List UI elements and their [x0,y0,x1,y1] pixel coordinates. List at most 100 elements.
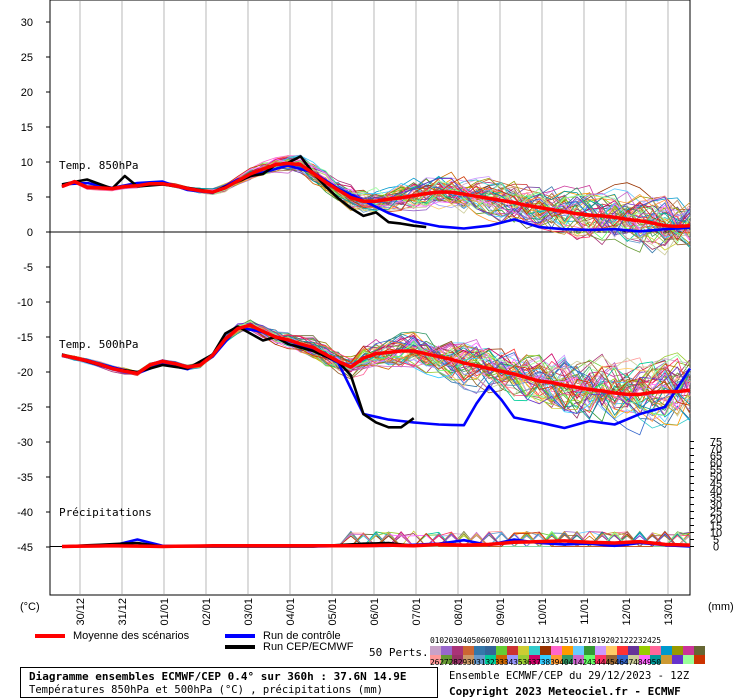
left-tick-label: -30 [17,437,33,449]
perturbation-swatch [463,655,474,664]
perturbation-swatch [474,655,485,664]
perturbation-swatch [672,655,683,664]
date-tick-label: 05/01 [327,598,339,626]
legend-mean-label: Moyenne des scénarios [73,630,190,642]
left-tick-label: -15 [17,332,33,344]
perturbation-swatch [639,655,650,664]
info-box: Diagramme ensembles ECMWF/CEP 0.4° sur 3… [20,667,438,698]
perturbation-swatch [430,655,441,664]
right-tick-label: 35 [710,493,722,505]
right-tick-label: 20 [710,514,722,526]
legend-cep: Run CEP/ECMWF [225,641,353,653]
left-tick-label: -25 [17,402,33,414]
date-tick-label: 08/01 [453,598,465,626]
right-tick-label: 60 [710,458,722,470]
date-tick-label: 30/12 [75,598,87,626]
right-tick-label: 55 [710,465,722,477]
left-tick-label: -45 [17,542,33,554]
date-tick-label: 09/01 [495,598,507,626]
right-tick-label: 65 [710,451,722,463]
left-tick-label: 15 [21,122,33,134]
legend-control: Run de contrôle [225,630,341,642]
perturbation-swatches-top [430,646,705,655]
perturbation-numbers-top: 0102030405060708091011121314151617181920… [430,636,661,645]
perturbation-swatch [628,646,639,655]
left-tick-label: -5 [23,262,33,274]
left-axis-ticks: 30 25 20 15 10 5 0 -5 -10 -15 -20 -25 -30 -35 -40 -45 [17,17,50,554]
perturbation-swatch [540,655,551,664]
right-tick-label: 30 [710,500,722,512]
perturbation-swatch [562,646,573,655]
left-tick-label: 10 [21,157,33,169]
copyright: Copyright 2023 Meteociel.fr - ECMWF [449,685,681,698]
perturbation-swatch [683,646,694,655]
right-tick-label: 45 [710,479,722,491]
series-mean-t850 [61,161,691,229]
panel-label-precip: Précipitations [59,506,152,519]
legend-cep-label: Run CEP/ECMWF [263,641,354,653]
date-tick-label: 06/01 [369,598,381,626]
perturbation-swatches-bottom [430,655,705,664]
perturbation-swatch [661,646,672,655]
perturbation-swatch [452,646,463,655]
perturbation-swatch [518,646,529,655]
highlight-series [61,155,692,549]
perturbation-swatch [694,655,705,664]
perturbation-swatch [529,646,540,655]
date-tick-label: 03/01 [243,598,255,626]
perturbation-swatch [496,655,507,664]
perturbation-swatch [551,646,562,655]
perturbation-swatch [507,655,518,664]
perturbation-swatch [617,646,628,655]
left-tick-label: 30 [21,17,33,29]
right-tick-label: 0 [713,542,719,554]
perturbation-swatch [441,655,452,664]
date-tick-label: 04/01 [285,598,297,626]
left-tick-label: -40 [17,507,33,519]
date-axis-ticks: 30/12 31/12 01/01 02/01 03/01 04/01 05/01 06/01… [75,598,675,626]
panel-label-t850: Temp. 850hPa [59,159,138,172]
perturbation-swatch [639,646,650,655]
perturbation-swatch [650,646,661,655]
panel-label-t500: Temp. 500hPa [59,338,138,351]
perturbation-swatch [518,655,529,664]
perturbation-swatch [562,655,573,664]
perturbation-swatch [573,646,584,655]
right-tick-label: 5 [713,535,719,547]
perturbation-swatch [452,655,463,664]
plot-area [49,0,691,596]
perturbation-swatch [661,655,672,664]
perturbation-swatch [474,646,485,655]
perturbation-numbers-bottom: 2627282930313233343536373839404142434445… [430,658,661,667]
date-tick-label: 12/01 [621,598,633,626]
right-tick-label: 40 [710,486,722,498]
series-mean-t500 [61,323,691,397]
left-tick-label: 0 [27,227,33,239]
perturbation-swatch [606,655,617,664]
perturbation-swatch [584,646,595,655]
grid [79,0,669,595]
date-tick-label: 31/12 [117,598,129,626]
perturbation-swatch [485,646,496,655]
perturbation-swatch [584,655,595,664]
date-tick-label: 13/01 [663,598,675,626]
info-title: Diagramme ensembles ECMWF/CEP 0.4° sur 3… [29,670,407,683]
date-tick-label: 01/01 [159,598,171,626]
perturbation-swatch [540,646,551,655]
perturbation-swatch [573,655,584,664]
right-tick-label: 25 [710,507,722,519]
perturbation-swatch [441,646,452,655]
legend-mean: Moyenne des scénarios [35,630,189,642]
left-axis-unit: (°C) [20,601,40,613]
left-tick-label: 20 [21,87,33,99]
perturbation-swatch [650,655,661,664]
run-info: Ensemble ECMWF/CEP du 29/12/2023 - 12Z [449,670,690,682]
date-tick-label: 02/01 [201,598,213,626]
perturbation-swatch [595,646,606,655]
perturbation-swatch [496,646,507,655]
legend-cep-swatch [225,645,255,650]
right-tick-label: 15 [710,521,722,533]
perturbation-swatch [606,646,617,655]
perturbation-swatch [672,646,683,655]
